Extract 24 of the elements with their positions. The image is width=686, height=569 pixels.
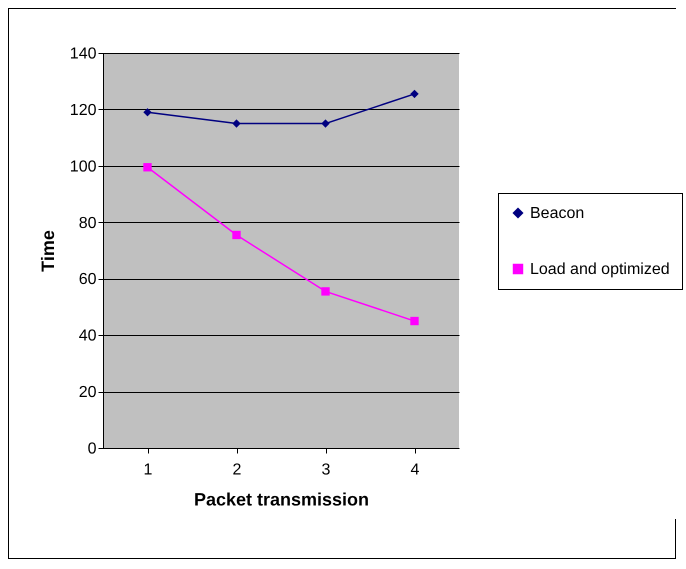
y-tick-label: 120 [70,102,97,119]
y-tick-label: 80 [78,214,97,232]
point [321,287,330,296]
point [143,163,152,172]
x-tick-label: 1 [144,462,153,478]
x-tick-label: 2 [232,462,242,478]
y-tick-label: 0 [88,440,97,458]
y-tick-label: 100 [70,158,97,176]
point [232,119,241,128]
y-tick-label: 40 [78,328,97,345]
point [143,108,152,116]
x-tick-label: 3 [322,462,331,478]
y-tick-label: 20 [78,384,97,402]
y-axis-title: Time [38,230,58,272]
legend-label: Load and optimized [530,261,670,278]
x-axis-title: Packet transmission [194,490,370,510]
point [410,316,419,326]
y-tick-label: 140 [70,46,97,62]
x-tick-label: 4 [410,462,420,478]
point [410,90,419,98]
point [232,230,241,240]
point [321,119,330,128]
y-tick-label: 60 [78,271,97,288]
legend-label: Beacon [530,205,584,222]
